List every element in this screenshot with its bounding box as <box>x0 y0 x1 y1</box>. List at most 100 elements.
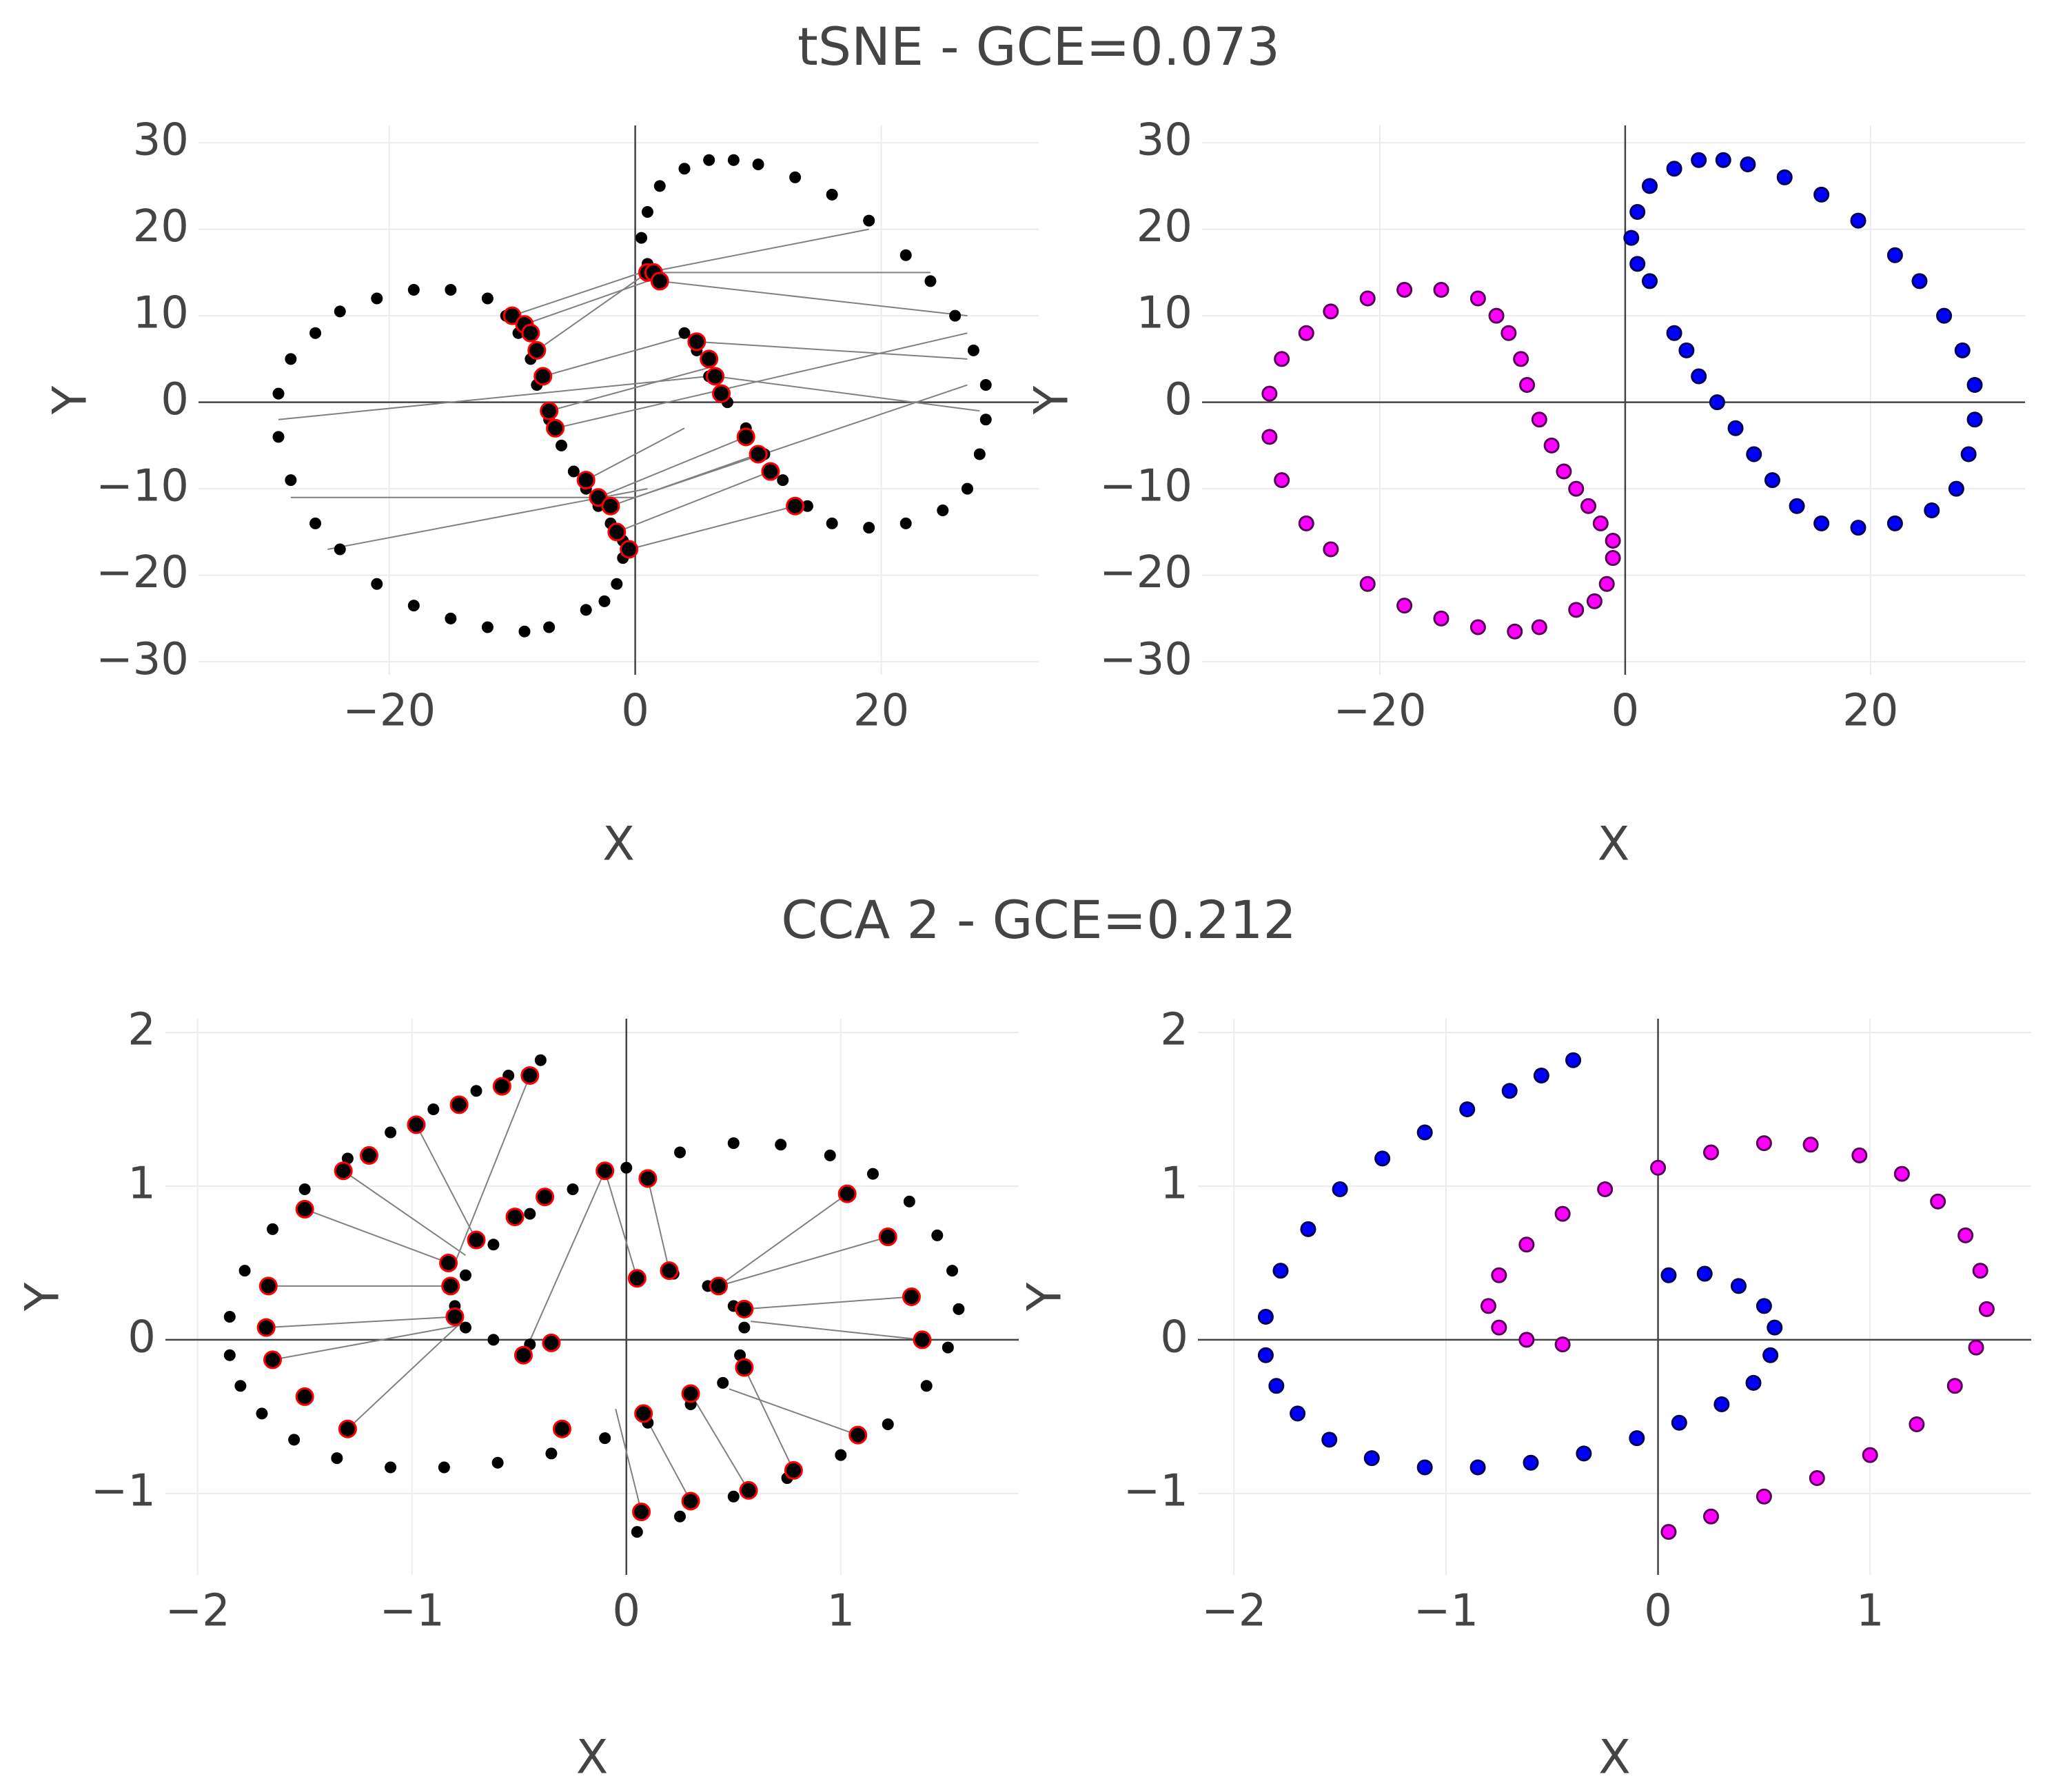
point <box>1568 602 1585 618</box>
point <box>1491 1267 1507 1283</box>
point <box>552 1419 571 1438</box>
point <box>1323 541 1339 558</box>
point <box>1948 480 1964 497</box>
point <box>1501 1083 1518 1099</box>
point <box>903 1195 915 1208</box>
link-line <box>416 1124 477 1241</box>
point <box>1580 498 1597 514</box>
point <box>1433 610 1449 627</box>
point <box>1756 1298 1772 1314</box>
y-tick-label: −1 <box>1123 1465 1188 1516</box>
point <box>826 188 838 201</box>
point <box>1745 1374 1762 1391</box>
y-tick-label: 10 <box>133 288 189 339</box>
point <box>1568 480 1585 497</box>
link-line <box>304 1208 449 1264</box>
point <box>540 401 559 420</box>
point <box>513 1345 533 1365</box>
point <box>445 1307 465 1326</box>
link-line <box>555 332 968 429</box>
point <box>542 1333 561 1352</box>
point <box>1274 351 1290 367</box>
x-tick-label: −2 <box>165 1586 230 1637</box>
point <box>1597 1181 1614 1197</box>
point <box>620 540 639 559</box>
x-tick-label: −2 <box>1201 1586 1266 1637</box>
plot-area <box>199 125 1039 675</box>
point <box>1954 342 1971 358</box>
link-line <box>629 505 795 550</box>
point <box>1298 325 1314 341</box>
point <box>407 283 420 296</box>
point <box>681 1384 700 1403</box>
point <box>481 292 494 305</box>
point <box>674 1510 686 1523</box>
point <box>752 158 764 170</box>
y-tick-label: −20 <box>96 547 189 598</box>
point <box>627 1269 647 1288</box>
y-tick-label: −30 <box>96 634 189 685</box>
point <box>899 517 912 529</box>
x-tick-label: 1 <box>1856 1586 1884 1637</box>
link-line <box>542 332 698 377</box>
point <box>1519 377 1536 394</box>
x-tick-label: −20 <box>343 686 436 737</box>
point <box>288 1434 301 1446</box>
point <box>967 344 979 356</box>
point <box>567 465 580 478</box>
point <box>1605 550 1621 567</box>
point <box>439 1253 458 1272</box>
point <box>863 214 875 227</box>
point <box>1396 598 1413 614</box>
point <box>234 1380 247 1392</box>
point <box>717 1376 729 1389</box>
point <box>1709 394 1725 411</box>
point <box>634 1404 653 1423</box>
point <box>1374 1150 1391 1167</box>
point <box>775 1139 787 1151</box>
x-tick-label: 1 <box>826 1586 855 1637</box>
point <box>1543 437 1560 454</box>
point <box>1257 1347 1274 1363</box>
plot-area <box>1198 1019 2031 1575</box>
point <box>878 1228 897 1247</box>
point <box>1300 1221 1316 1237</box>
point <box>739 1480 758 1500</box>
x-axis-title: X <box>576 1731 609 1785</box>
y-tick-label: 2 <box>1160 1005 1188 1056</box>
y-tick-label: 1 <box>1160 1159 1188 1210</box>
y-tick-label: 0 <box>128 1312 156 1363</box>
link-line <box>635 384 968 498</box>
point <box>931 1229 944 1241</box>
point <box>1491 1319 1507 1336</box>
link-line <box>549 367 709 412</box>
point <box>1957 1227 1974 1243</box>
point <box>334 543 346 556</box>
point <box>1660 1524 1677 1540</box>
point <box>331 1452 343 1465</box>
point <box>700 349 719 369</box>
point <box>502 306 522 325</box>
y-tick-label: 20 <box>1137 201 1192 252</box>
point <box>238 1265 251 1277</box>
link-line <box>524 280 648 325</box>
point <box>678 163 691 175</box>
point <box>1598 576 1615 592</box>
x-tick-label: 0 <box>612 1586 640 1637</box>
point <box>1813 515 1830 531</box>
point <box>546 418 565 438</box>
point <box>371 292 383 305</box>
point <box>866 1168 879 1180</box>
point <box>1268 1378 1285 1394</box>
y-tick-label: 30 <box>1137 115 1192 166</box>
point <box>1363 1450 1380 1467</box>
point <box>272 387 285 400</box>
point <box>505 1208 525 1227</box>
point <box>1930 1193 1946 1210</box>
point <box>899 249 912 261</box>
y-tick-label: 0 <box>1164 374 1192 425</box>
point <box>631 1526 643 1538</box>
point <box>735 1299 754 1318</box>
point <box>1623 230 1640 246</box>
